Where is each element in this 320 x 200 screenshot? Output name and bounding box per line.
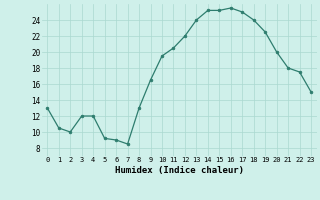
X-axis label: Humidex (Indice chaleur): Humidex (Indice chaleur) [115, 166, 244, 175]
